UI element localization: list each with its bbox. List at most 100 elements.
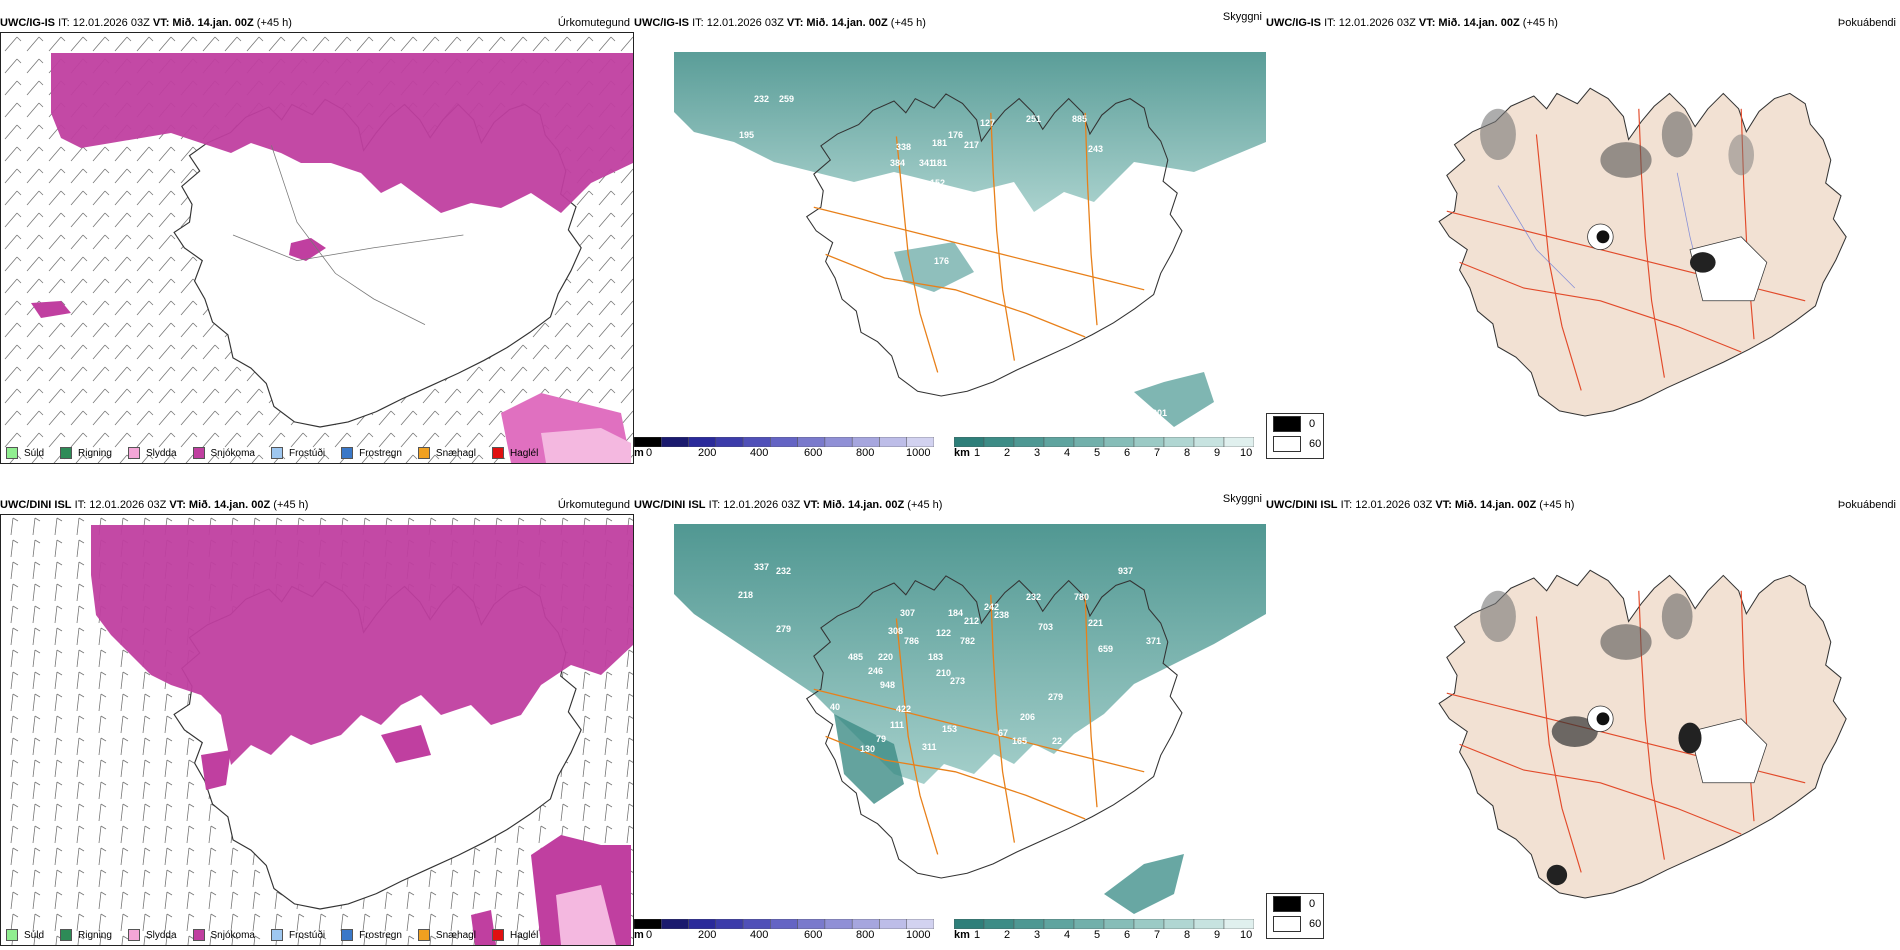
- valid-time: VT: Mið. 14.jan. 00Z: [1418, 17, 1520, 29]
- colorbar-segment: [1133, 437, 1165, 447]
- svg-text:210: 210: [936, 668, 951, 678]
- colorbar-segment: [824, 919, 853, 929]
- legend-item: Slydda: [127, 929, 177, 941]
- legend-item: Frostúði: [270, 447, 325, 459]
- fog-map[interactable]: [1266, 32, 1900, 422]
- svg-text:371: 371: [1146, 636, 1161, 646]
- colorbar-segment: [906, 919, 934, 929]
- issue-time: IT: 12.01.2026 03Z: [74, 499, 167, 511]
- colorbar-segment: [688, 437, 717, 447]
- svg-text:485: 485: [848, 652, 863, 662]
- elevation-colorbar: [634, 919, 934, 929]
- svg-text:165: 165: [1012, 736, 1027, 746]
- svg-text:111: 111: [890, 720, 904, 730]
- fog-panel-row2: UWC/DINI ISL IT: 12.01.2026 03Z VT: Mið.…: [1266, 496, 1900, 899]
- svg-text:195: 195: [739, 130, 754, 140]
- lead-time: (+45 h): [256, 17, 292, 29]
- colorbar-segment: [1043, 919, 1075, 929]
- svg-text:181: 181: [932, 138, 947, 148]
- svg-text:780: 780: [1074, 592, 1089, 602]
- svg-text:422: 422: [896, 704, 911, 714]
- svg-text:221: 221: [1088, 618, 1103, 628]
- fog-map-svg: [1438, 569, 1847, 899]
- fog-legend-row2: 0 60: [1266, 893, 1324, 939]
- svg-text:79: 79: [876, 734, 886, 744]
- colorbar-segment: [954, 437, 985, 447]
- svg-text:308: 308: [888, 626, 903, 636]
- valid-time: VT: Mið. 14.jan. 00Z: [786, 17, 888, 29]
- model-name: UWC/IG-IS: [634, 17, 689, 29]
- svg-text:220: 220: [878, 652, 893, 662]
- colorbar-segment: [906, 437, 934, 447]
- colorbar-segment: [983, 437, 1015, 447]
- colorbar-segment: [715, 437, 744, 447]
- svg-text:152: 152: [930, 178, 945, 188]
- snow-area: [91, 525, 633, 765]
- svg-text:338: 338: [896, 142, 911, 152]
- valid-time: VT: Mið. 14.jan. 00Z: [169, 499, 271, 511]
- legend-item: Snjókoma: [192, 447, 255, 459]
- visibility-map-svg: 232 259 195 338 384 181 176 217 127 251 …: [674, 52, 1266, 427]
- svg-text:217: 217: [964, 140, 979, 150]
- panel-title-visibility: Skyggni: [1222, 11, 1262, 23]
- svg-text:157: 157: [1012, 274, 1027, 284]
- svg-text:232: 232: [1026, 592, 1041, 602]
- fog-legend-row1: 0 60: [1266, 413, 1324, 459]
- visibility-map[interactable]: 337 232 218 279 307 308 786 122 184 212 …: [634, 514, 1266, 914]
- svg-text:218: 218: [738, 590, 753, 600]
- svg-text:782: 782: [960, 636, 975, 646]
- colorbar-segment: [851, 437, 880, 447]
- svg-text:67: 67: [998, 728, 1008, 738]
- model-name: UWC/IG-IS: [1266, 17, 1321, 29]
- fog-map[interactable]: [1266, 514, 1900, 904]
- svg-text:224: 224: [944, 194, 959, 204]
- elevation-labels: 232 259 195 338 384 181 176 217 127 251 …: [739, 94, 1167, 418]
- model-name: UWC/DINI ISL: [1266, 499, 1338, 511]
- elevation-scale: m 0 200 400 600 800 1000: [634, 919, 934, 941]
- colorbar-segment: [983, 919, 1015, 929]
- legend-item: Haglél: [491, 929, 538, 941]
- legend-item: Súld: [6, 447, 44, 459]
- colorbar-segment: [1073, 437, 1105, 447]
- precip-map[interactable]: [0, 32, 634, 464]
- precip-legend: Súld Rigning Slydda Snjókoma Frostúði Fr…: [0, 442, 550, 464]
- visibility-panel-row2: UWC/DINI ISL IT: 12.01.2026 03Z VT: Mið.…: [634, 493, 1266, 946]
- elevation-labels: 337 232 218 279 307 308 786 122 184 212 …: [738, 562, 1161, 754]
- valid-time: VT: Mið. 14.jan. 00Z: [1435, 499, 1537, 511]
- legend-item: Rigning: [60, 447, 112, 459]
- svg-text:206: 206: [1020, 712, 1035, 722]
- visibility-map-svg: 337 232 218 279 307 308 786 122 184 212 …: [674, 524, 1266, 914]
- svg-text:243: 243: [1088, 144, 1103, 154]
- visibility-scale: km 1 2 3 4 5 6 7 8 9 10: [954, 437, 1266, 459]
- lead-time: (+45 h): [273, 499, 309, 511]
- svg-text:279: 279: [776, 624, 791, 634]
- issue-time: IT: 12.01.2026 03Z: [708, 499, 801, 511]
- precip-map[interactable]: [0, 514, 634, 946]
- svg-text:885: 885: [1072, 114, 1087, 124]
- legend-item: Snæhagl: [417, 447, 476, 459]
- valid-time: VT: Mið. 14.jan. 00Z: [803, 499, 905, 511]
- legend-item: Rigning: [60, 929, 112, 941]
- snow-area: [51, 53, 633, 213]
- colorbar-segment: [797, 919, 826, 929]
- colorbar-segment: [770, 437, 798, 447]
- svg-text:659: 659: [1098, 644, 1113, 654]
- legend-item: Frostúði: [270, 929, 325, 941]
- visibility-panel-row1: UWC/IG-IS IT: 12.01.2026 03Z VT: Mið. 14…: [634, 11, 1266, 464]
- svg-text:341: 341: [919, 158, 934, 168]
- svg-text:232: 232: [754, 94, 769, 104]
- precip-map-svg: [1, 33, 633, 463]
- colorbar-segment: [742, 919, 771, 929]
- colorbar-segment: [742, 437, 771, 447]
- elevation-scale: m 0 200 400 600 800 1000: [634, 437, 934, 459]
- issue-time: IT: 12.01.2026 03Z: [58, 17, 150, 29]
- panel-title-precip: Úrkomutegund: [557, 499, 630, 511]
- colorbar-segment: [954, 919, 985, 929]
- elevation-colorbar: [634, 437, 934, 447]
- visibility-map[interactable]: 232 259 195 338 384 181 176 217 127 251 …: [634, 32, 1266, 432]
- svg-text:183: 183: [928, 652, 943, 662]
- fog-panel-row1: UWC/IG-IS IT: 12.01.2026 03Z VT: Mið. 14…: [1266, 14, 1900, 417]
- colorbar-segment: [770, 919, 798, 929]
- svg-text:122: 122: [936, 628, 951, 638]
- elevation-unit: m: [634, 929, 644, 941]
